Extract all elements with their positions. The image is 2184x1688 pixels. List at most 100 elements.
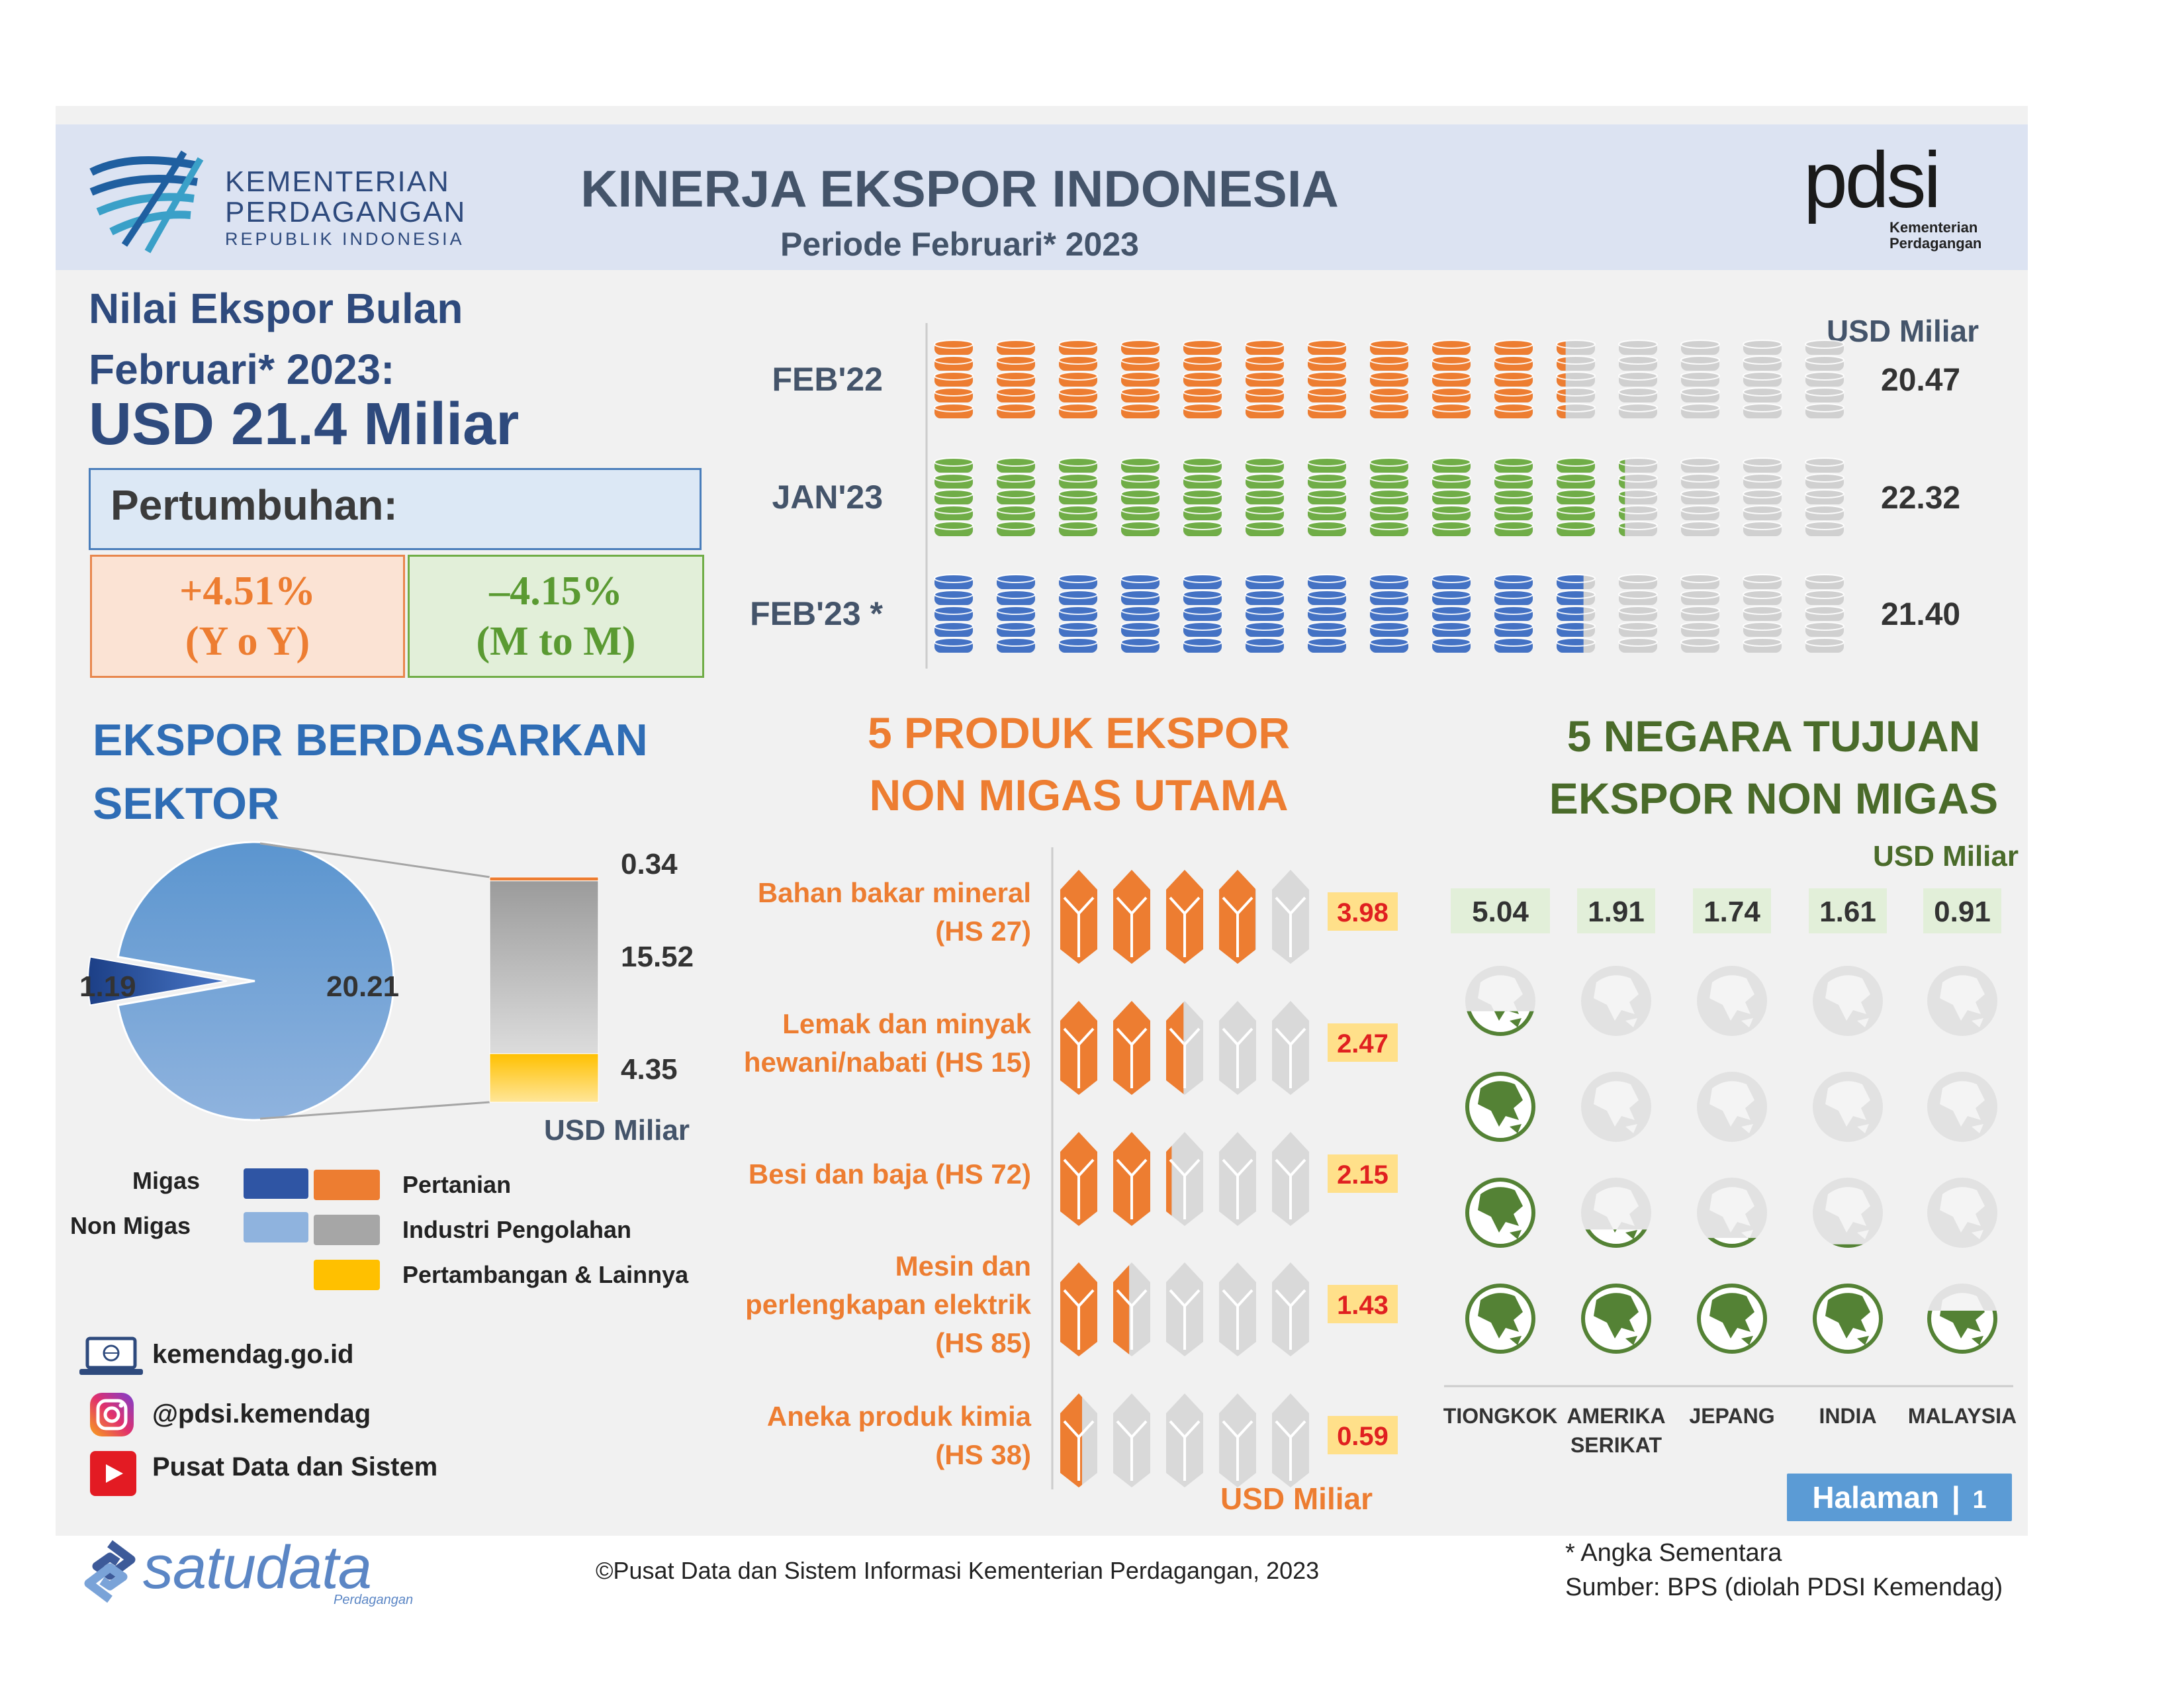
- coin-rim: [1680, 622, 1720, 631]
- globe-land: [1510, 1124, 1522, 1133]
- coin-rim: [1246, 340, 1284, 349]
- coin-rim: [1308, 387, 1346, 397]
- globe-land: [1478, 1293, 1523, 1338]
- coin-rim: [1183, 387, 1222, 397]
- coin-rim: [1370, 590, 1408, 599]
- coin-rim: [1557, 606, 1584, 615]
- coin-rim: [1743, 457, 1782, 467]
- coin-rim: [1743, 473, 1782, 483]
- coin-rim: [1121, 505, 1160, 514]
- coin-fill: [1059, 340, 1097, 418]
- product-value-label: 3.98: [1337, 898, 1388, 927]
- coin-rim: [1059, 457, 1097, 467]
- globe-land: [1747, 1238, 1750, 1239]
- globe-land: [1478, 975, 1523, 1021]
- youtube-link[interactable]: Pusat Data dan Sistem: [152, 1452, 438, 1481]
- coin-rim: [1308, 355, 1346, 365]
- coin-rim: [1680, 355, 1720, 365]
- coin-fill: [1246, 457, 1284, 536]
- coin-stack-icon: [1680, 340, 1720, 418]
- website-link[interactable]: kemendag.go.id: [152, 1340, 354, 1369]
- yoy-growth-box: +4.51% (Y o Y): [90, 555, 405, 678]
- coin-rim: [1432, 355, 1471, 365]
- country-name-label: TIONGKOK: [1443, 1404, 1557, 1428]
- globe-land: [1625, 1336, 1637, 1345]
- product-bundle-icon: [1113, 870, 1150, 964]
- globe-icon: [1697, 966, 1767, 1036]
- coin-row-label: FEB'23 *: [750, 595, 883, 632]
- connector-line: [259, 1101, 490, 1120]
- globe-fill: [1697, 1284, 1767, 1354]
- globe-fill: [1581, 1284, 1651, 1354]
- product-bundle-icon: [1272, 1262, 1309, 1356]
- products-title-line-2: NON MIGAS UTAMA: [869, 771, 1289, 820]
- country-value-box: [1693, 888, 1771, 933]
- coin-row-label: JAN'23: [772, 479, 883, 516]
- coin-rim: [1308, 590, 1346, 599]
- coin-rim: [1059, 590, 1097, 599]
- instagram-link[interactable]: @pdsi.kemendag: [152, 1399, 371, 1429]
- product-bundle-icon: [1060, 1393, 1097, 1487]
- legend-pertambangan-swatch: [314, 1260, 380, 1290]
- coin-rim: [1557, 340, 1566, 349]
- globe-land: [1594, 1293, 1639, 1338]
- coin-stack-icon: [934, 340, 974, 418]
- globe-land: [1940, 975, 1985, 1021]
- bundle-strap: [1222, 1158, 1253, 1219]
- coin-rim: [1618, 637, 1658, 647]
- coin-rim: [1183, 521, 1222, 530]
- coin-stack-icon: [1556, 457, 1596, 536]
- coin-rim: [1121, 340, 1160, 349]
- coin-rim: [1557, 521, 1595, 530]
- mtm-value: –4.15%: [489, 569, 623, 614]
- globe-fill: [1707, 1238, 1756, 1248]
- coin-rim: [1494, 371, 1533, 381]
- globe-circle: [1707, 1238, 1756, 1248]
- coin-rim: [1743, 637, 1782, 647]
- coin-fill: [1557, 457, 1595, 536]
- coin-rim: [1805, 355, 1844, 365]
- bundle-fill: [1166, 1146, 1172, 1216]
- coin-stack-icon: [1245, 340, 1285, 418]
- coin-rim: [1557, 403, 1566, 412]
- coin-rim: [1743, 340, 1782, 349]
- coin-stack-icon: [1680, 457, 1720, 536]
- legend-pertambangan-label: Pertambangan & Lainnya: [402, 1261, 689, 1288]
- coin-stack-icon: [1805, 340, 1844, 418]
- product-label: perlengkapan elektrik: [745, 1289, 1031, 1320]
- coin-stack-icon: [1743, 340, 1782, 418]
- coin-rim: [997, 403, 1035, 412]
- bundle-fill: [1060, 870, 1097, 964]
- country-name-label: SERIKAT: [1570, 1433, 1662, 1457]
- bundle-strap: [1169, 1289, 1201, 1350]
- coin-rim: [1308, 457, 1346, 467]
- globe-land: [1741, 1124, 1753, 1133]
- sector-title-line-2: SEKTOR: [93, 778, 280, 829]
- bundle-strap: [1063, 1158, 1095, 1219]
- bundle-fill: [1166, 870, 1203, 964]
- globe-land: [1972, 1018, 1983, 1027]
- coin-rim: [1743, 403, 1782, 412]
- coin-stack-icon: [1183, 574, 1222, 653]
- coin-rim: [934, 637, 973, 647]
- coin-rim: [1619, 490, 1625, 498]
- product-label: (HS 27): [935, 915, 1031, 947]
- coin-rim: [934, 473, 973, 483]
- coin-rim: [1680, 574, 1720, 583]
- ministry-line-1: KEMENTERIAN: [225, 165, 450, 198]
- coin-rim: [1619, 474, 1625, 482]
- bundle-strap: [1169, 1027, 1184, 1088]
- coin-rim: [1059, 403, 1097, 412]
- coin-rim: [1557, 590, 1584, 599]
- coin-rim: [934, 457, 973, 467]
- globe-land: [1741, 1230, 1753, 1239]
- coin-rim: [1183, 355, 1222, 365]
- coin-rim: [1557, 473, 1595, 483]
- bundle-strap: [1063, 1027, 1095, 1088]
- coin-rim: [1618, 340, 1658, 349]
- globe-land: [1625, 1018, 1637, 1027]
- coin-stack-icon: [1680, 574, 1720, 653]
- bundle-strap: [1116, 1289, 1130, 1305]
- globe-land: [1613, 1229, 1617, 1233]
- coin-rim: [934, 340, 973, 349]
